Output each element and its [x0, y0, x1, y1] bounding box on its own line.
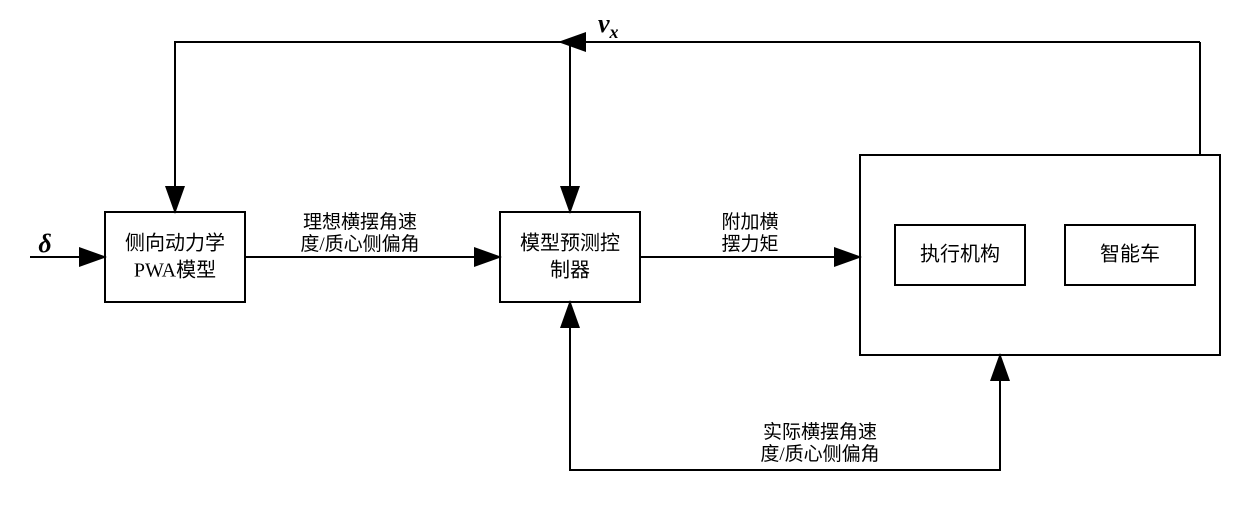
- actuator-block: 执行机构: [895, 225, 1025, 285]
- moment-label-2: 摆力矩: [721, 233, 778, 255]
- vehicle-label: 智能车: [1100, 243, 1160, 266]
- edge-vx-to-pwa: [175, 42, 1200, 212]
- ideal-label-2: 度/质心侧偏角: [300, 233, 419, 255]
- pwa-label-1: 侧向动力学: [125, 232, 225, 255]
- vehicle-block: 智能车: [1065, 225, 1195, 285]
- actual-label-1: 实际横摆角速: [763, 421, 877, 443]
- vx-symbol: vx: [598, 9, 619, 42]
- actual-label-2: 度/质心侧偏角: [760, 443, 879, 465]
- delta-symbol: δ: [38, 229, 51, 258]
- pwa-label-2: PWA模型: [134, 259, 216, 282]
- mpc-label-1: 模型预测控: [520, 232, 620, 255]
- mpc-label-2: 制器: [550, 259, 590, 282]
- moment-label-1: 附加横: [721, 211, 778, 233]
- actuator-label: 执行机构: [920, 243, 1000, 266]
- pwa-model-block: 侧向动力学 PWA模型: [105, 212, 245, 302]
- ideal-label-1: 理想横摆角速: [303, 211, 417, 233]
- mpc-block: 模型预测控 制器: [500, 212, 640, 302]
